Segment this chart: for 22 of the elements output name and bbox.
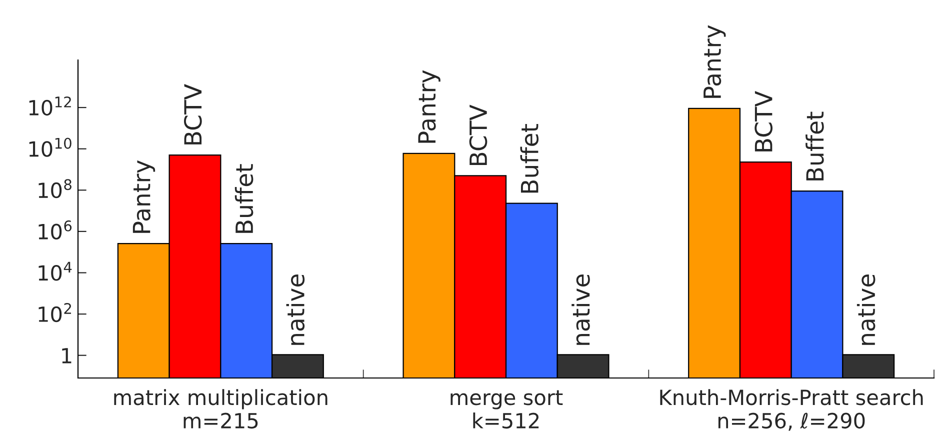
y-tick-label: 1 bbox=[62, 348, 72, 364]
text: native bbox=[286, 274, 305, 345]
text: native bbox=[572, 274, 590, 345]
text: BCTV bbox=[754, 91, 773, 152]
text: BCTV bbox=[469, 104, 488, 166]
text: Pantry bbox=[704, 25, 726, 98]
text: native bbox=[856, 274, 876, 345]
y-tick-label: 10$^{2}$ bbox=[38, 303, 71, 322]
text: Buffet bbox=[806, 112, 824, 180]
y-tick-label: 10$^{4}$ bbox=[38, 262, 72, 281]
text: Pantry bbox=[132, 160, 156, 233]
y-tick-label: 10$^{10}$ bbox=[29, 138, 72, 157]
text: Buffet bbox=[520, 124, 539, 193]
text: Buffet bbox=[234, 164, 254, 233]
y-tick-label: 10$^{6}$ bbox=[38, 220, 72, 240]
x-tick-label: Knuth-Morris-Pratt search n=256, ℓ=290 bbox=[660, 389, 923, 431]
y-tick-label: 10$^{12}$ bbox=[29, 96, 71, 116]
x-tick-label: matrix multiplication m=215 bbox=[114, 389, 328, 429]
text: BCTV bbox=[184, 84, 202, 144]
x-tick-label: merge sort k=512 bbox=[450, 390, 563, 429]
y-tick-label: 10$^{8}$ bbox=[38, 179, 72, 198]
text: Pantry bbox=[418, 70, 440, 143]
